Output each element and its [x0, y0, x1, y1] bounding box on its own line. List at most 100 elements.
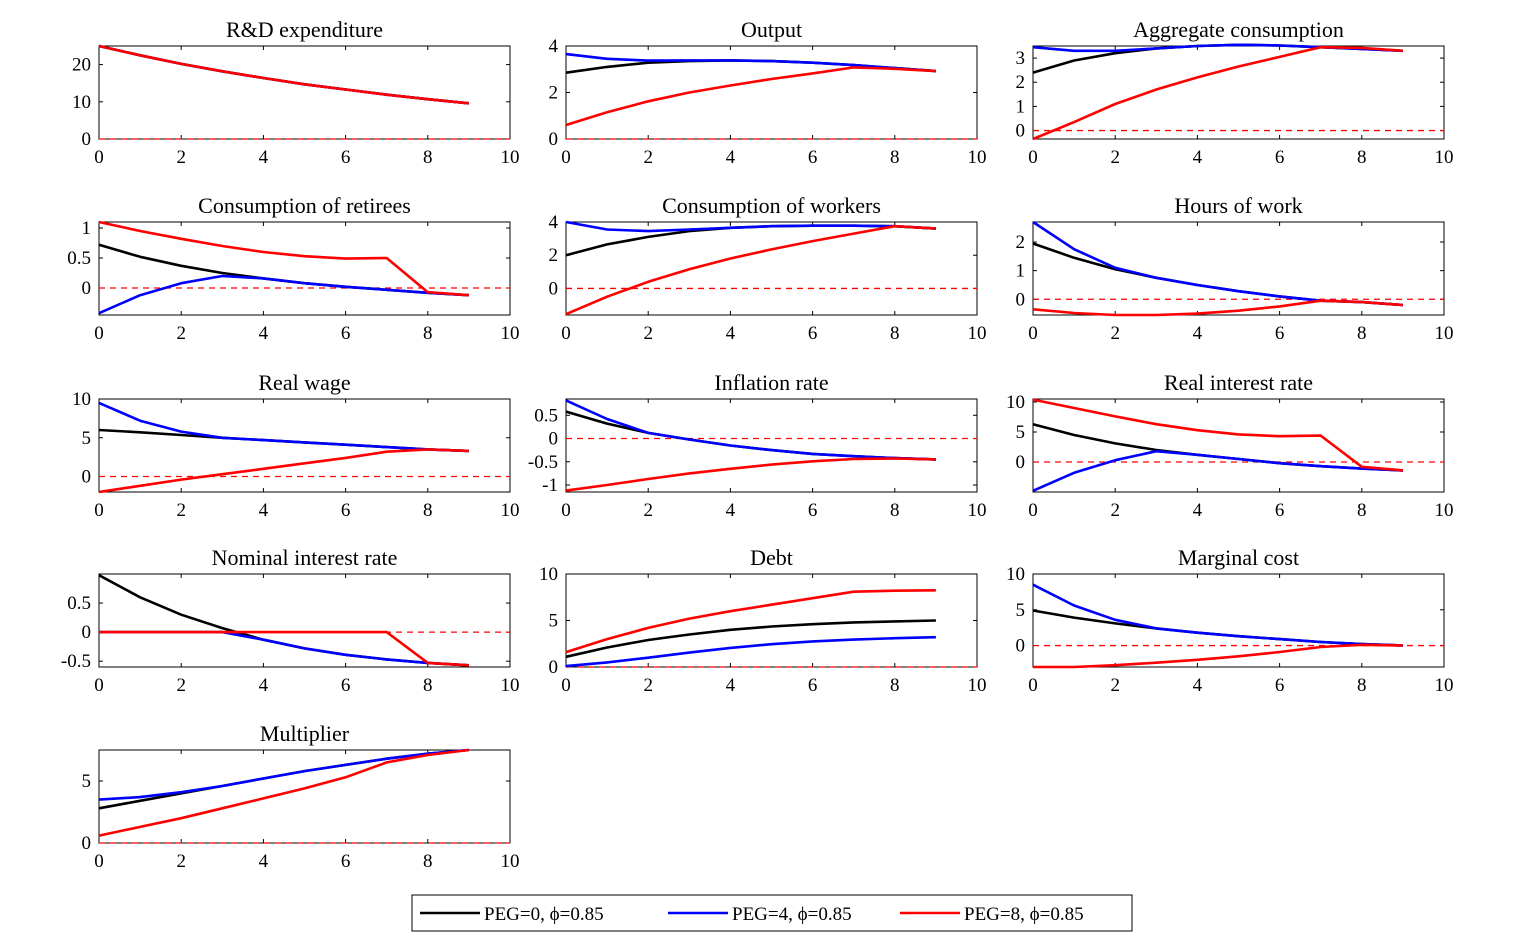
x-tick-label: 2	[176, 851, 186, 872]
series-line-peg8	[1032, 299, 1403, 317]
panel-debt: Debt 0 2 4 6 8 10 0 5 10	[539, 545, 987, 696]
axes-box	[1032, 45, 1445, 140]
series-line-peg0	[565, 410, 936, 461]
legend-item-peg0: PEG=0, ϕ=0.85	[420, 904, 604, 925]
x-tick-label: 2	[1110, 147, 1120, 168]
x-tick-label: 4	[259, 675, 269, 696]
series-line-peg4	[98, 748, 470, 801]
panel-title: Consumption of workers	[662, 193, 881, 218]
y-tick-label: 10	[72, 92, 91, 113]
panel-title: Output	[741, 17, 802, 42]
axes-box	[98, 45, 511, 140]
series-line-peg4	[98, 274, 469, 315]
panel-consumption-of-workers: Consumption of workers 0 2 4 6 8 10 0 2 4	[549, 193, 987, 344]
series-line-peg0	[1032, 242, 1403, 307]
series-line-peg8	[98, 44, 470, 105]
y-tick-label: -0.5	[61, 651, 91, 672]
axes-box	[1032, 573, 1445, 668]
x-tick-label: 4	[1193, 323, 1203, 344]
x-tick-label: 10	[501, 147, 520, 168]
series-line-peg8	[98, 220, 469, 297]
y-tick-label: 0	[1016, 121, 1026, 142]
y-tick-label: 0	[549, 657, 559, 678]
y-tick-label: 10	[72, 389, 91, 410]
y-tick-label: 1	[1016, 96, 1026, 117]
y-tick-label: -0.5	[528, 452, 558, 473]
panel-aggregate-consumption: Aggregate consumption 0 2 4 6 8 10 0 1 2 3	[1016, 17, 1454, 168]
x-tick-label: 8	[423, 851, 433, 872]
y-tick-label: 0	[1016, 636, 1026, 657]
y-tick-label: 5	[1016, 600, 1026, 621]
y-tick-label: 4	[549, 212, 559, 233]
x-tick-label: 10	[501, 500, 520, 521]
series-line-peg4	[98, 401, 469, 453]
series-line-peg4	[565, 220, 936, 233]
panel-title: Multiplier	[260, 721, 350, 746]
y-tick-label: 10	[539, 564, 558, 585]
x-tick-label: 2	[1110, 675, 1120, 696]
x-tick-label: 0	[1028, 323, 1038, 344]
y-tick-label: 0.5	[67, 248, 91, 269]
y-tick-label: 0.5	[534, 405, 558, 426]
series-line-peg8	[565, 457, 936, 492]
y-tick-label: 3	[1016, 48, 1026, 69]
series-line-peg4	[565, 635, 936, 668]
x-tick-label: 2	[643, 323, 653, 344]
panel-real-wage: Real wage 0 2 4 6 8 10 0 5 10	[72, 370, 520, 521]
x-tick-label: 10	[968, 147, 987, 168]
x-tick-label: 0	[561, 500, 571, 521]
y-tick-label: 1	[1016, 261, 1026, 282]
x-tick-label: 2	[1110, 323, 1120, 344]
x-tick-label: 8	[890, 500, 900, 521]
panel-title: Consumption of retirees	[198, 193, 411, 218]
x-tick-label: 8	[423, 675, 433, 696]
x-tick-label: 0	[94, 851, 104, 872]
x-tick-label: 8	[890, 675, 900, 696]
x-tick-label: 8	[1357, 323, 1367, 344]
series-line-peg0	[98, 44, 470, 105]
y-tick-label: 0	[549, 429, 559, 450]
series-line-peg8	[98, 748, 470, 837]
panel-title: Hours of work	[1174, 193, 1302, 218]
series-line-peg8	[1032, 45, 1403, 141]
x-tick-label: 10	[501, 675, 520, 696]
y-tick-label: 10	[1006, 564, 1025, 585]
x-tick-label: 8	[423, 323, 433, 344]
series-line-peg0	[1032, 609, 1403, 647]
x-tick-label: 0	[561, 323, 571, 344]
series-line-peg4	[1032, 449, 1403, 492]
y-tick-label: 0.5	[67, 593, 91, 614]
panel-title: Real interest rate	[1164, 370, 1313, 395]
series-line-peg8	[98, 448, 469, 494]
x-tick-label: 4	[1193, 147, 1203, 168]
series-line-peg0	[565, 619, 936, 659]
x-tick-label: 0	[1028, 675, 1038, 696]
y-tick-label: 2	[1016, 232, 1026, 253]
panel-real-interest-rate: Real interest rate 0 2 4 6 8 10 0 5 10	[1006, 370, 1454, 521]
x-tick-label: 8	[423, 147, 433, 168]
y-tick-label: 0	[1016, 289, 1026, 310]
y-tick-label: 0	[1016, 452, 1026, 473]
axes-box	[98, 221, 511, 316]
x-tick-label: 8	[890, 323, 900, 344]
series-line-peg4	[1032, 583, 1403, 647]
axes-box	[565, 398, 978, 493]
x-tick-label: 6	[341, 851, 351, 872]
panel-title: Inflation rate	[714, 370, 828, 395]
x-tick-label: 2	[643, 147, 653, 168]
panel-consumption-of-retirees: Consumption of retirees 0 2 4 6 8 10 0 0.5 1	[67, 193, 519, 344]
x-tick-label: 10	[968, 675, 987, 696]
y-tick-label: 20	[72, 55, 91, 76]
x-tick-label: 10	[1435, 323, 1454, 344]
x-tick-label: 6	[341, 323, 351, 344]
x-tick-label: 2	[176, 675, 186, 696]
legend-label: PEG=8, ϕ=0.85	[964, 904, 1084, 925]
x-tick-label: 2	[643, 675, 653, 696]
x-tick-label: 6	[1275, 500, 1285, 521]
legend-label: PEG=4, ϕ=0.85	[732, 904, 852, 925]
series-line-peg4	[99, 630, 469, 667]
y-tick-label: 0	[549, 278, 559, 299]
x-tick-label: 4	[726, 147, 736, 168]
panel-randd-expenditure: R&D expenditure 0 2 4 6 8 10 0 10 20	[72, 17, 520, 168]
x-tick-label: 0	[1028, 500, 1038, 521]
